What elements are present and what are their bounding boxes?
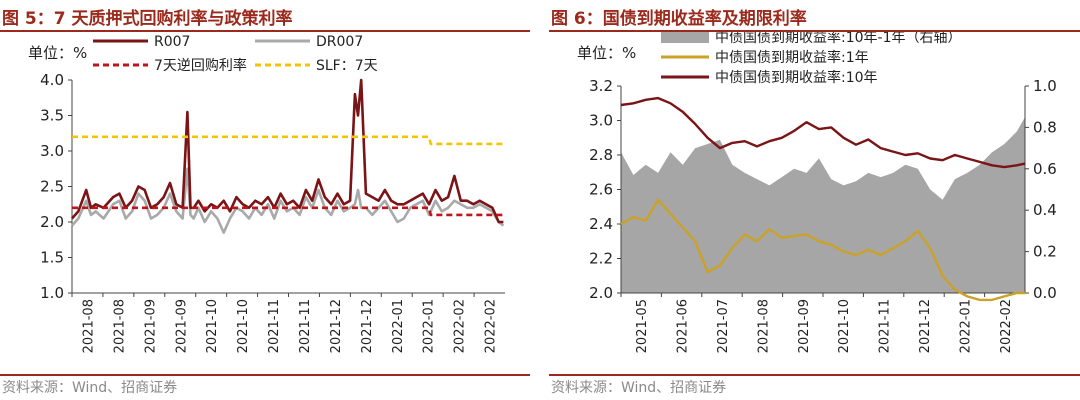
legend-swatch bbox=[661, 32, 709, 43]
series-line-1y bbox=[620, 198, 1025, 302]
x-tick-label: 2021-08 bbox=[756, 299, 771, 353]
x-tick-label: 2021-06 bbox=[676, 299, 691, 353]
y-tick-label: 3.2 bbox=[589, 77, 613, 95]
y-tick-label: 2.0 bbox=[589, 284, 613, 302]
repo-rate-chart: 单位：% 1.0 1.5 2.0 2.5 3.0 3.5 4.0 2021-08 2021-08 2… bbox=[28, 34, 505, 353]
y-tick-label: 3.5 bbox=[40, 107, 64, 125]
legend-label: R007 bbox=[154, 34, 190, 50]
x-tick-label: 2021-09 bbox=[174, 299, 189, 353]
y2-tick-label: 0.6 bbox=[1033, 160, 1057, 178]
x-tick-label: 2021-07 bbox=[716, 299, 731, 353]
y-tick-label: 3.0 bbox=[589, 112, 613, 130]
legend-label: DR007 bbox=[316, 34, 363, 50]
treasury-yield-chart: 单位：% 2.0 2.2 2.4 2.6 2.8 3.0 3.2 0.0 0.2 0.4 0.6 0.8… bbox=[577, 32, 1057, 353]
y-tick-label: 2.0 bbox=[40, 213, 64, 231]
y-tick-label: 2.2 bbox=[589, 250, 613, 268]
y-tick-label: 1.0 bbox=[40, 284, 64, 302]
chart-panel-left: 图 5：7 天质押式回购利率与政策利率 单位：% 1.0 1.5 2.0 2.5 3.0 3… bbox=[0, 0, 530, 400]
x-tick-label: 2021-11 bbox=[878, 299, 893, 353]
title-divider bbox=[0, 30, 530, 32]
series-line-0 bbox=[71, 78, 504, 224]
series-line-1 bbox=[71, 167, 505, 234]
x-tick-label: 2021-09 bbox=[143, 299, 158, 353]
series-line-3 bbox=[72, 135, 505, 146]
x-tick-label: 2021-12 bbox=[329, 299, 344, 353]
x-tick-label: 2022-01 bbox=[391, 299, 406, 353]
chart-title: 图 5：7 天质押式回购利率与政策利率 bbox=[2, 9, 293, 29]
x-tick-label: 2021-08 bbox=[81, 299, 96, 353]
y-tick-label: 4.0 bbox=[40, 71, 64, 89]
title-divider bbox=[549, 30, 1080, 32]
x-tick-label: 2021-10 bbox=[205, 299, 220, 353]
x-tick-label: 2021-12 bbox=[918, 299, 933, 353]
source-note: 资料来源：Wind、招商证券 bbox=[551, 380, 727, 396]
x-tick-label: 2021-10 bbox=[236, 299, 251, 353]
unit-label: 单位：% bbox=[577, 44, 636, 62]
chart-panel-right: 图 6：国债到期收益率及期限利率 单位：% 2.0 2.2 2.4 2.6 2.8 3.0 3… bbox=[549, 0, 1080, 400]
x-tick-label: 2021-11 bbox=[298, 299, 313, 353]
x-tick-label: 2021-11 bbox=[267, 299, 282, 353]
legend-label: SLF：7天 bbox=[316, 58, 378, 74]
series-line-10y bbox=[620, 96, 1026, 169]
x-tick-label: 2022-02 bbox=[484, 299, 499, 353]
source-divider bbox=[0, 374, 530, 376]
y2-tick-label: 0.0 bbox=[1033, 284, 1057, 302]
x-tick-label: 2021-12 bbox=[360, 299, 375, 353]
legend-label: 中债国债到期收益率:1年 bbox=[715, 49, 869, 66]
x-tick-label: 2022-02 bbox=[453, 299, 468, 353]
legend-label: 中债国债到期收益率:10年 bbox=[715, 69, 878, 86]
legend-label: 7天逆回购利率 bbox=[154, 57, 247, 74]
y-tick-label: 2.4 bbox=[589, 215, 613, 233]
y2-tick-label: 0.4 bbox=[1033, 201, 1057, 219]
x-tick-label: 2022-01 bbox=[422, 299, 437, 353]
x-tick-label: 2021-05 bbox=[635, 299, 650, 353]
y-tick-label: 2.6 bbox=[589, 181, 613, 199]
x-tick-label: 2021-10 bbox=[837, 299, 852, 353]
x-tick-label: 2022-02 bbox=[999, 299, 1014, 353]
y-tick-label: 3.0 bbox=[40, 142, 64, 160]
x-tick-label: 2022-01 bbox=[958, 299, 973, 353]
unit-label: 单位：% bbox=[28, 44, 87, 62]
y2-tick-label: 1.0 bbox=[1033, 77, 1057, 95]
y2-tick-label: 0.8 bbox=[1033, 118, 1057, 136]
series-area-spread bbox=[621, 117, 1025, 293]
y2-tick-label: 0.2 bbox=[1033, 243, 1057, 261]
y-tick-label: 2.8 bbox=[589, 146, 613, 164]
chart-title: 图 6：国债到期收益率及期限利率 bbox=[551, 9, 807, 29]
legend-label: 中债国债到期收益率:10年-1年（右轴） bbox=[715, 32, 962, 46]
x-tick-label: 2021-08 bbox=[112, 299, 127, 353]
source-note: 资料来源：Wind、招商证券 bbox=[2, 380, 178, 396]
y-tick-label: 1.5 bbox=[40, 249, 64, 267]
source-divider bbox=[549, 374, 1080, 376]
x-tick-label: 2021-09 bbox=[797, 299, 812, 353]
y-tick-label: 2.5 bbox=[40, 178, 64, 196]
series-line-2 bbox=[72, 206, 505, 217]
